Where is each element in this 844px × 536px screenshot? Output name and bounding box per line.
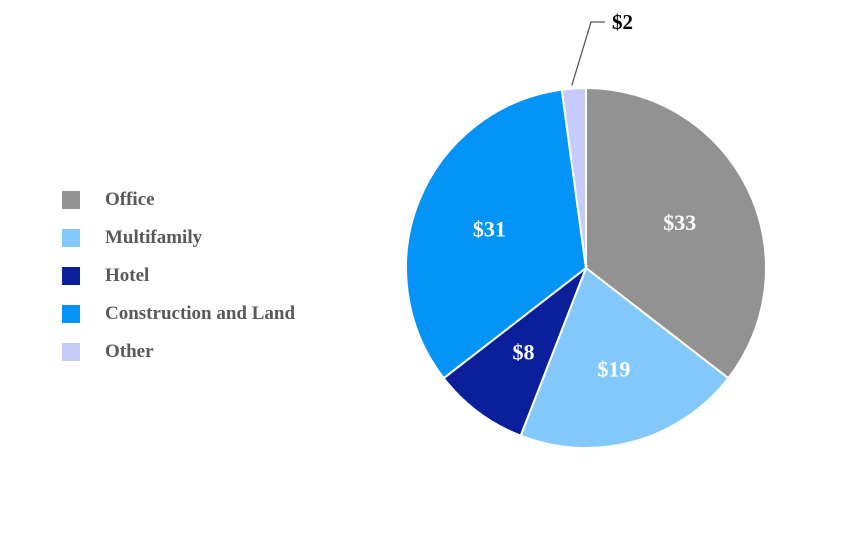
- pie-slice-construction-and-land: [405, 88, 588, 380]
- legend-swatch-other: [62, 343, 80, 361]
- legend-label-multifamily: Multifamily: [105, 227, 203, 248]
- chart-legend: Office Multifamily Hotel Construction an…: [62, 181, 295, 371]
- legend-label-other: Other: [105, 341, 154, 362]
- legend-swatch-construction-and-land: [62, 305, 80, 323]
- data-label-construction-and-land: $31: [473, 217, 506, 242]
- legend-swatch-multifamily: [62, 229, 80, 247]
- pie-slice-office: [585, 86, 767, 380]
- data-label-multifamily: $19: [597, 357, 630, 382]
- legend-item-other: Other: [62, 333, 295, 371]
- legend-item-hotel: Hotel: [62, 257, 295, 295]
- legend-item-construction-and-land: Construction and Land: [62, 295, 295, 333]
- data-label-other: $2: [612, 10, 633, 34]
- legend-item-office: Office: [62, 181, 295, 219]
- legend-item-multifamily: Multifamily: [62, 219, 295, 257]
- legend-label-office: Office: [105, 189, 155, 210]
- pie-slice-hotel: [442, 264, 589, 438]
- data-label-office: $33: [663, 210, 696, 235]
- legend-label-hotel: Hotel: [105, 265, 150, 286]
- pie-slice-other: [560, 86, 587, 269]
- pie-slice-multifamily: [519, 266, 730, 450]
- legend-swatch-hotel: [62, 267, 80, 285]
- callout-line-other: [571, 21, 605, 86]
- legend-label-construction-and-land: Construction and Land: [105, 303, 296, 324]
- legend-swatch-office: [62, 191, 80, 209]
- data-label-hotel: $8: [513, 340, 535, 365]
